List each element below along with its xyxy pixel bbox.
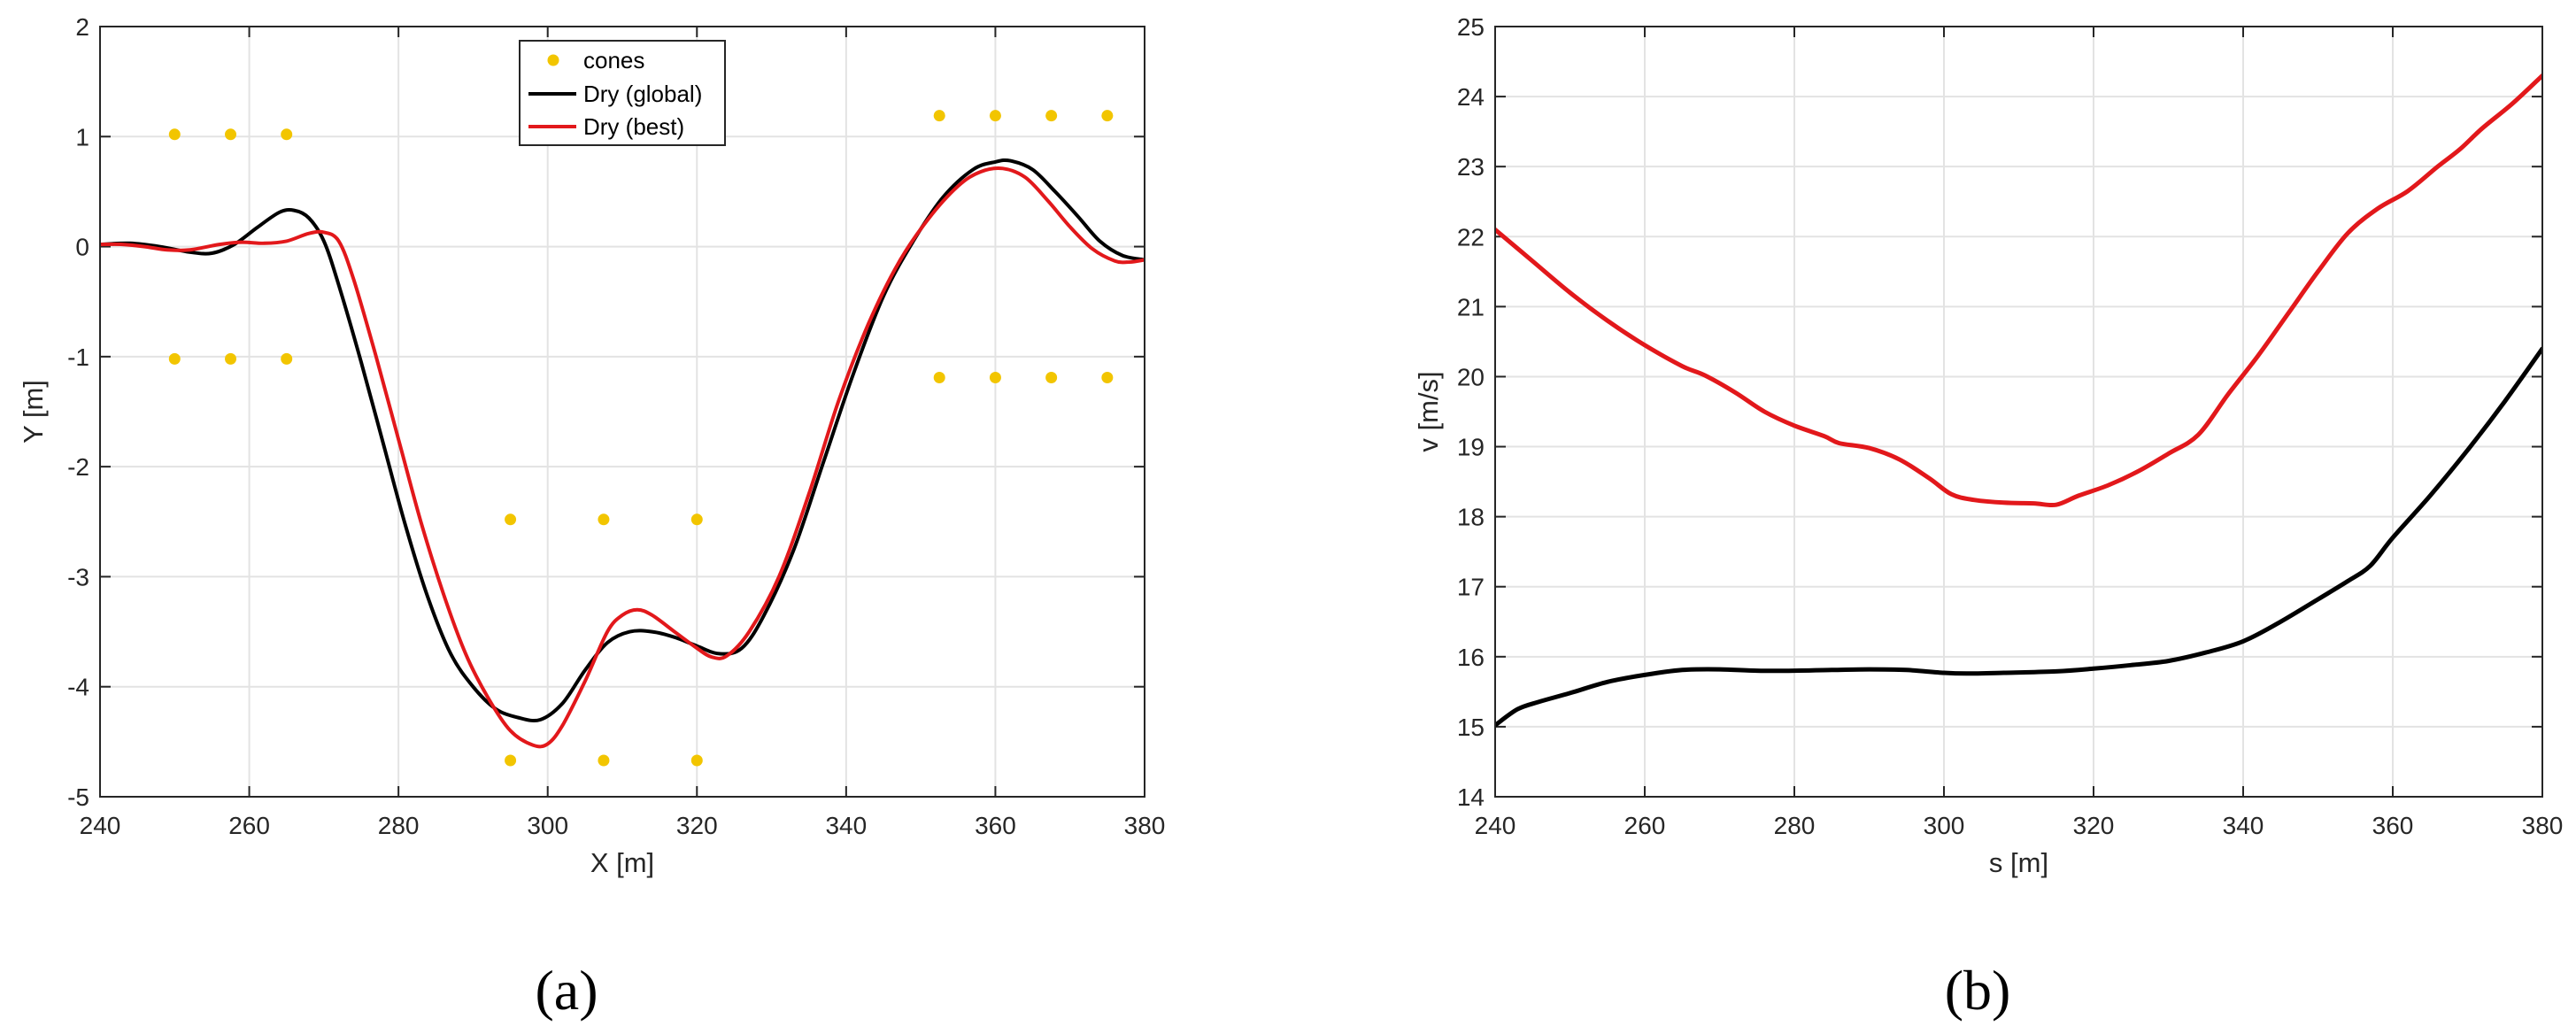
cone-point <box>225 128 236 141</box>
x-tick-label: 260 <box>1624 812 1666 839</box>
y-tick-label: 2 <box>75 13 89 41</box>
axes-box <box>99 26 1145 798</box>
legend-cones-label: cones <box>583 47 644 73</box>
x-tick-label: 380 <box>1124 812 1166 839</box>
y-tick-label: 14 <box>1457 783 1485 811</box>
y-tick-label: 20 <box>1457 363 1485 390</box>
x-axis-label: s [m] <box>1989 847 2048 878</box>
series-line-dry-best <box>100 166 1145 749</box>
y-tick-label: 25 <box>1457 13 1485 41</box>
cone-point <box>690 513 703 526</box>
cone-point <box>598 754 610 767</box>
y-tick-label: -4 <box>67 674 89 701</box>
caption-a: (a) <box>535 959 598 1022</box>
y-tick-label: -3 <box>67 563 89 590</box>
x-tick-label: 360 <box>975 812 1016 839</box>
cone-point <box>505 513 517 526</box>
y-axis-label: Y [m] <box>18 380 49 444</box>
chart-b: 240 260 280 300 320 340 360 380 14 15 16 17 18 19 20 21… <box>1413 13 2563 878</box>
cone-point <box>690 754 703 767</box>
y-tick-label: 18 <box>1457 504 1485 531</box>
cone-point <box>168 128 181 141</box>
cone-point <box>1101 371 1114 383</box>
x-tick-label: 280 <box>378 812 420 839</box>
y-tick-label: 17 <box>1457 574 1485 601</box>
x-tick-label: 300 <box>527 812 568 839</box>
legend: cones Dry (global) Dry (best) <box>519 40 726 146</box>
plot-area <box>100 27 1145 797</box>
series-line-red <box>1495 73 2542 508</box>
x-tick-label: 280 <box>1774 812 1816 839</box>
cone-point <box>281 128 293 141</box>
x-tick-label: 320 <box>2073 812 2115 839</box>
x-tick-label: 300 <box>1924 812 1965 839</box>
cone-point <box>225 352 236 365</box>
x-tick-label: 320 <box>676 812 718 839</box>
x-tick-label: 240 <box>80 812 121 839</box>
cone-point <box>989 371 1001 383</box>
y-tick-label: -1 <box>67 343 89 371</box>
cone-point <box>168 352 181 365</box>
y-tick-label: 21 <box>1457 293 1485 320</box>
plot-series-group <box>1495 73 2542 728</box>
x-tick-label: 260 <box>228 812 270 839</box>
chart-a: 240 260 280 300 320 340 360 380 -5 -4 -3 -2 -1 0 1 2 X [… <box>18 13 1165 878</box>
x-axis-label: X [m] <box>590 847 654 878</box>
y-tick-label: 24 <box>1457 83 1485 111</box>
cone-point <box>505 754 517 767</box>
cone-point <box>598 513 610 526</box>
series-line-black <box>1495 346 2542 728</box>
x-tick-label: 380 <box>2522 812 2564 839</box>
plot-series-group <box>100 110 1145 767</box>
x-tick-label: 240 <box>1475 812 1516 839</box>
axes-box <box>1494 26 2543 798</box>
x-tick-label: 340 <box>825 812 867 839</box>
x-tick-label: 340 <box>2223 812 2264 839</box>
cone-point <box>1045 371 1058 383</box>
y-tick-label: -5 <box>67 783 89 811</box>
y-tick-label: 15 <box>1457 714 1485 741</box>
cone-point <box>933 371 945 383</box>
cone-point <box>1101 110 1114 122</box>
legend-cones-marker <box>547 54 559 66</box>
y-tick-label: 22 <box>1457 223 1485 251</box>
y-tick-label: 23 <box>1457 153 1485 181</box>
y-tick-label: 1 <box>75 123 89 150</box>
legend-label-0: Dry (global) <box>583 81 702 107</box>
cone-point <box>989 110 1001 122</box>
y-axis-label: v [m/s] <box>1413 371 1444 451</box>
cone-point <box>1045 110 1058 122</box>
y-tick-label: 19 <box>1457 434 1485 461</box>
plot-area <box>1495 27 2542 797</box>
cone-point <box>933 110 945 122</box>
caption-b: (b) <box>1945 959 2011 1022</box>
y-tick-label: -2 <box>67 453 89 481</box>
y-tick-label: 16 <box>1457 644 1485 671</box>
legend-label-1: Dry (best) <box>583 113 684 140</box>
cone-point <box>281 352 293 365</box>
x-tick-label: 360 <box>2372 812 2414 839</box>
y-tick-label: 0 <box>75 234 89 261</box>
